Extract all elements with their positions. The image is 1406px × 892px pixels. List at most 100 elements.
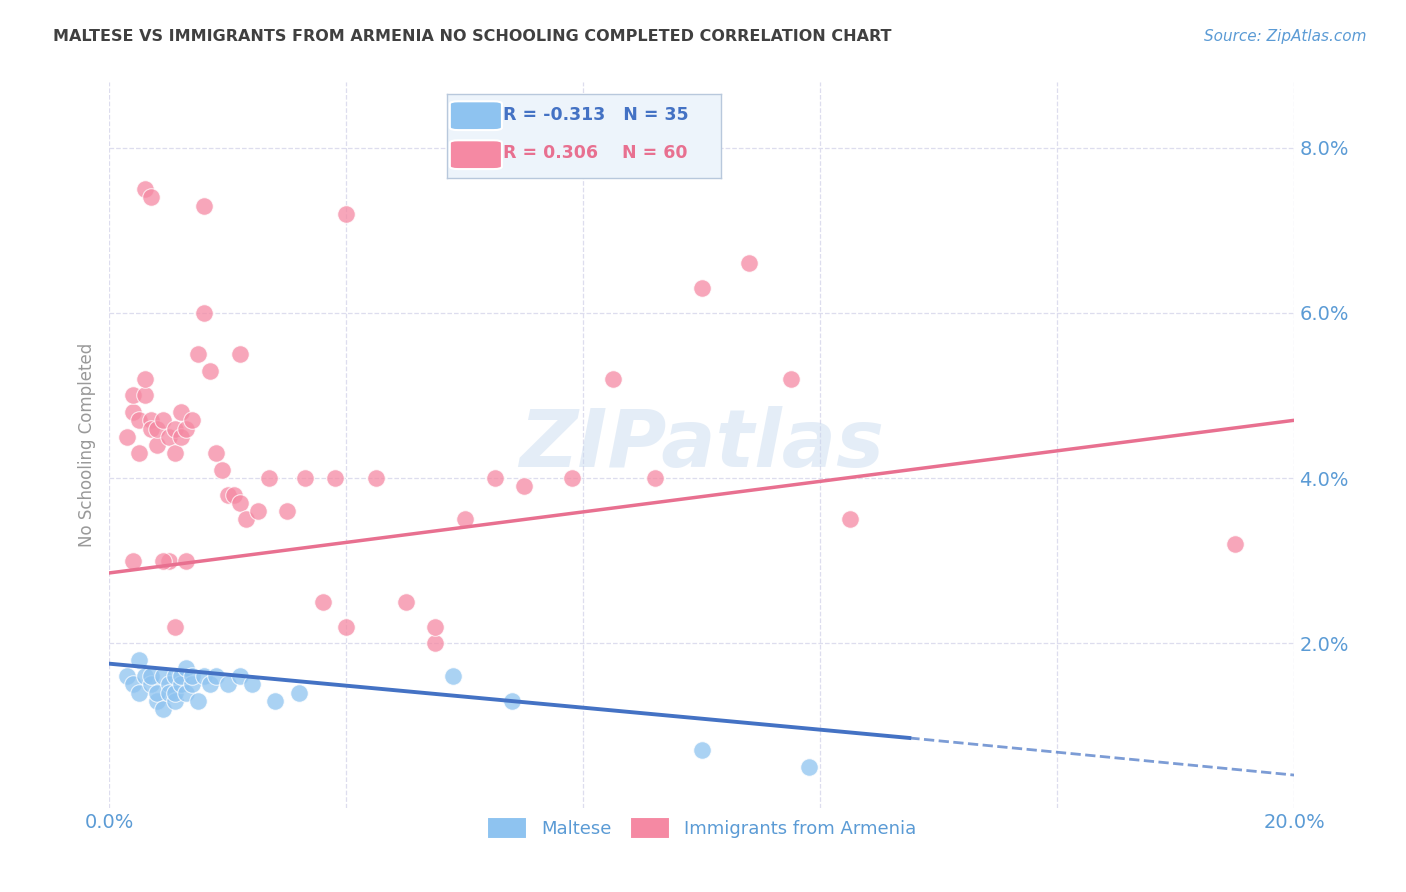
Point [181,413,204,427]
Point [128,685,150,699]
Point [122,677,145,691]
Point [198,364,221,378]
Point [163,669,186,683]
Text: Source: ZipAtlas.com: Source: ZipAtlas.com [1204,29,1367,44]
Point [134,182,156,196]
Point [335,619,357,633]
Point [152,553,174,567]
Point [205,669,228,683]
Point [1225,537,1247,551]
Point [323,471,346,485]
Point [146,685,169,699]
Point [128,652,150,666]
Point [152,413,174,427]
Point [163,619,186,633]
Point [163,685,186,699]
Point [181,677,204,691]
Point [139,190,162,204]
Point [122,388,145,402]
Point [134,388,156,402]
Point [229,347,252,361]
Point [501,694,523,708]
Point [134,669,156,683]
Point [128,446,150,460]
Point [797,760,820,774]
Point [134,372,156,386]
Point [839,512,862,526]
Point [176,685,198,699]
Point [205,446,228,460]
Point [229,669,252,683]
Point [187,694,209,708]
Point [157,677,180,691]
Point [602,372,624,386]
FancyBboxPatch shape [450,102,502,130]
Point [157,553,180,567]
Point [146,694,169,708]
Point [157,430,180,444]
Point [222,487,245,501]
Text: R = 0.306    N = 60: R = 0.306 N = 60 [503,144,688,162]
Point [240,677,263,691]
Point [169,430,191,444]
Point [259,471,281,485]
Point [146,421,169,435]
Y-axis label: No Schooling Completed: No Schooling Completed [79,343,96,547]
Text: MALTESE VS IMMIGRANTS FROM ARMENIA NO SCHOOLING COMPLETED CORRELATION CHART: MALTESE VS IMMIGRANTS FROM ARMENIA NO SC… [53,29,891,44]
Point [152,669,174,683]
Point [217,677,239,691]
Point [139,421,162,435]
Point [276,504,298,518]
Point [152,702,174,716]
Point [690,281,713,295]
Point [738,256,761,270]
Point [644,471,666,485]
Point [169,669,191,683]
Point [187,347,209,361]
Point [122,553,145,567]
Point [139,413,162,427]
Point [294,471,316,485]
FancyBboxPatch shape [450,140,502,169]
Text: R = -0.313   N = 35: R = -0.313 N = 35 [503,106,689,124]
Point [312,595,335,609]
Point [157,685,180,699]
Point [139,669,162,683]
Point [115,669,138,683]
Legend: Maltese, Immigrants from Armenia: Maltese, Immigrants from Armenia [488,817,917,839]
Point [235,512,257,526]
Point [169,677,191,691]
Point [425,619,447,633]
Point [425,636,447,650]
Point [217,487,239,501]
Point [690,743,713,757]
Point [229,496,252,510]
Point [454,512,477,526]
Point [176,553,198,567]
Point [779,372,801,386]
Point [193,669,215,683]
Point [193,199,215,213]
Point [163,421,186,435]
Point [181,669,204,683]
Point [139,677,162,691]
Point [128,413,150,427]
Point [115,430,138,444]
Point [198,677,221,691]
Point [163,694,186,708]
Point [395,595,418,609]
Point [211,463,233,477]
Point [561,471,583,485]
Point [246,504,269,518]
Point [441,669,464,683]
Point [169,405,191,419]
Point [176,661,198,675]
Text: ZIPatlas: ZIPatlas [519,406,884,484]
Point [364,471,387,485]
Point [122,405,145,419]
Point [146,438,169,452]
Point [288,685,311,699]
Point [484,471,506,485]
Point [264,694,287,708]
Point [193,306,215,320]
